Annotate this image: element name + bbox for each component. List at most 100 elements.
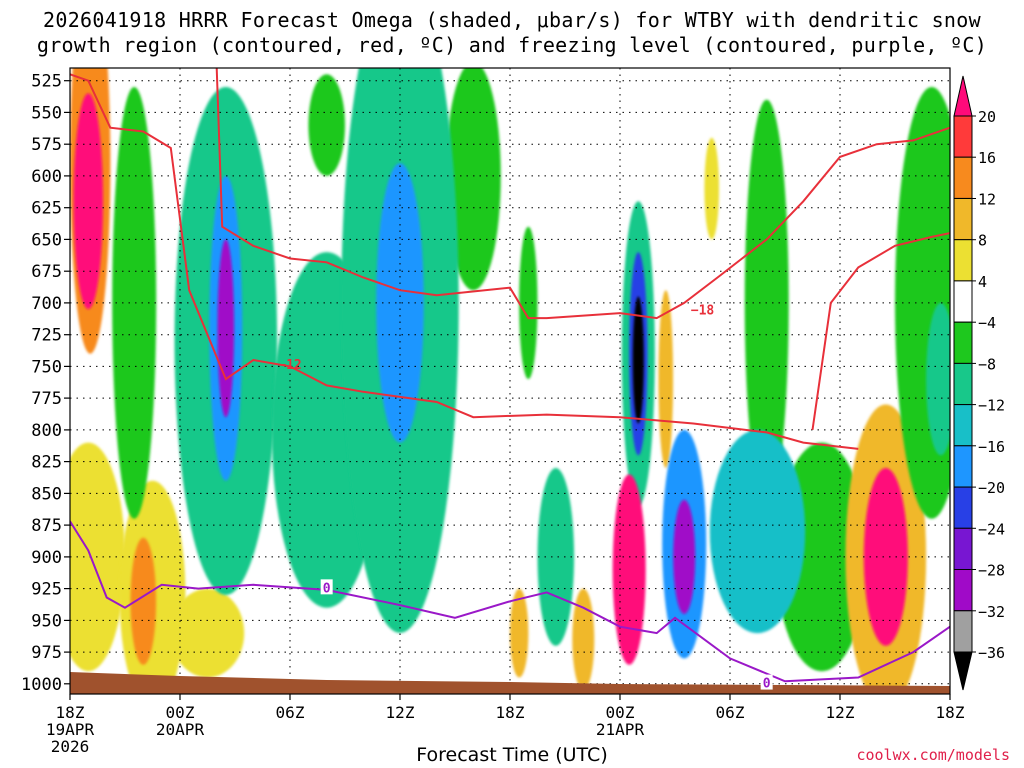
colorbar-segment bbox=[953, 404, 973, 447]
colorbar-segment bbox=[953, 321, 973, 364]
colorbar-segment bbox=[953, 610, 973, 653]
y-tick-label: 900 bbox=[31, 548, 62, 568]
y-tick-label: 925 bbox=[31, 580, 62, 600]
x-tick-label: 06Z bbox=[716, 703, 745, 722]
omega-cell bbox=[445, 68, 501, 291]
colorbar-label: 16 bbox=[978, 149, 996, 167]
omega-cell bbox=[519, 226, 538, 380]
x-tick-label: 18Z bbox=[56, 703, 85, 722]
omega-shading bbox=[70, 68, 950, 694]
colorbar-segment bbox=[953, 445, 973, 488]
y-tick-label: 550 bbox=[31, 103, 62, 123]
omega-cell bbox=[612, 474, 646, 665]
y-tick-label: 575 bbox=[31, 135, 62, 155]
omega-cell bbox=[863, 468, 908, 646]
y-axis: 525 550 575 600 625 650 675 700 725 750 775 800 825 8… bbox=[21, 72, 70, 695]
x-tick-label: 06Z bbox=[276, 703, 305, 722]
y-tick-label: 850 bbox=[31, 484, 62, 504]
colorbar-segment bbox=[953, 569, 973, 612]
x-tick-label: 18Z bbox=[936, 703, 965, 722]
y-tick-label: 650 bbox=[31, 230, 62, 250]
y-tick-label: 800 bbox=[31, 421, 62, 441]
y-tick-label: 700 bbox=[31, 294, 62, 314]
colorbar-segment bbox=[953, 280, 973, 323]
colorbar-segment bbox=[953, 527, 973, 570]
colorbar-segment bbox=[953, 198, 973, 241]
colorbar-bottom-arrow bbox=[953, 651, 973, 691]
omega-cell bbox=[217, 239, 235, 418]
omega-cell bbox=[170, 588, 245, 678]
colorbar-label: −24 bbox=[978, 520, 1005, 538]
omega-cell bbox=[112, 87, 157, 519]
y-tick-label: 875 bbox=[31, 516, 62, 536]
omega-cell bbox=[537, 468, 575, 646]
x-date-label: 20APR bbox=[156, 720, 205, 739]
colorbar-segment bbox=[953, 486, 973, 529]
x-tick-label: 12Z bbox=[386, 703, 415, 722]
y-tick-label: 625 bbox=[31, 199, 62, 219]
colorbar-label: −16 bbox=[978, 438, 1005, 456]
x-tick-label: 18Z bbox=[496, 703, 525, 722]
y-tick-label: 975 bbox=[31, 643, 62, 663]
omega-cell bbox=[926, 302, 950, 456]
omega-cell bbox=[709, 429, 806, 634]
x-tick-label: 12Z bbox=[826, 703, 855, 722]
y-tick-label: 750 bbox=[31, 357, 62, 377]
colorbar-segment bbox=[953, 362, 973, 406]
freezing-level-label: 0 bbox=[323, 581, 331, 596]
colorbar-label: −12 bbox=[978, 397, 1005, 415]
colorbar-label: −32 bbox=[978, 603, 1005, 621]
colorbar-label: 20 bbox=[978, 108, 996, 126]
x-date-label: 21APR bbox=[596, 720, 645, 739]
chart-title-line2: growth region (contoured, red, ºC) and f… bbox=[36, 33, 988, 57]
colorbar-segment bbox=[953, 156, 973, 199]
colorbar-label: −8 bbox=[978, 355, 996, 373]
x-tick-label: 00Z bbox=[606, 703, 635, 722]
y-tick-label: 600 bbox=[31, 167, 62, 187]
colorbar-label: 4 bbox=[978, 273, 987, 291]
terrain-ground bbox=[70, 672, 950, 694]
credit-text: coolwx.com/models bbox=[856, 746, 1010, 764]
y-tick-label: 725 bbox=[31, 326, 62, 346]
x-year-label: 2026 bbox=[51, 737, 90, 756]
omega-cell bbox=[70, 442, 125, 672]
omega-cell bbox=[130, 537, 157, 665]
y-tick-label: 775 bbox=[31, 389, 62, 409]
y-tick-label: 675 bbox=[31, 262, 62, 282]
x-date-label: 19APR bbox=[46, 720, 95, 739]
y-tick-label: 825 bbox=[31, 453, 62, 473]
freezing-label-bg bbox=[760, 674, 773, 690]
y-tick-label: 950 bbox=[31, 611, 62, 631]
freezing-level-line bbox=[70, 520, 950, 683]
freezing-level-label: 0 bbox=[763, 677, 771, 692]
colorbar-label: −36 bbox=[978, 644, 1005, 662]
colorbar-label: 12 bbox=[978, 191, 996, 209]
dgz-contour-line bbox=[70, 73, 859, 450]
omega-cell bbox=[510, 588, 529, 678]
colorbar-label: −20 bbox=[978, 479, 1005, 497]
omega-cell bbox=[308, 74, 346, 176]
contour-lines: −12 −18 0 0 bbox=[70, 68, 950, 692]
colorbar-label: −4 bbox=[978, 314, 996, 332]
x-axis-label: Forecast Time (UTC) bbox=[416, 744, 608, 766]
y-tick-label: 1000 bbox=[21, 675, 62, 695]
dgz-contour-label: −12 bbox=[278, 358, 301, 373]
chart-title-line1: 2026041918 HRRR Forecast Omega (shaded, … bbox=[43, 8, 981, 32]
omega-cell bbox=[572, 588, 595, 691]
omega-cell bbox=[704, 137, 719, 240]
y-tick-label: 525 bbox=[31, 72, 62, 92]
dgz-contour-line bbox=[215, 68, 950, 320]
colorbar-segment bbox=[953, 115, 973, 158]
colorbar-segment bbox=[953, 239, 973, 282]
colorbar: 20 16 12 8 4 −4 −8 −12 −16 −20 −24 −28 −32 −36 bbox=[953, 75, 1005, 691]
freezing-label-bg bbox=[320, 579, 333, 595]
colorbar-label: −28 bbox=[978, 562, 1005, 580]
dgz-contour-label: −18 bbox=[691, 303, 715, 318]
colorbar-label: 8 bbox=[978, 232, 987, 250]
omega-cell bbox=[73, 93, 104, 310]
omega-cell bbox=[673, 499, 696, 614]
ground-fill bbox=[70, 672, 950, 694]
colorbar-top-arrow bbox=[953, 75, 973, 117]
